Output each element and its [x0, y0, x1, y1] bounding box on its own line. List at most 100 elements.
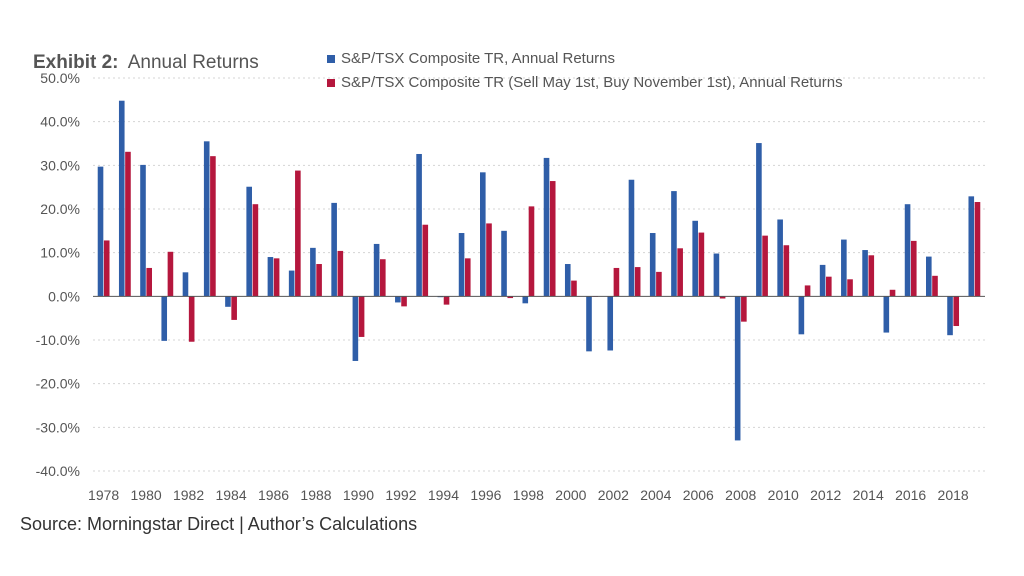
- bar-tsx-annual-2013: [841, 239, 847, 297]
- bar-tsx-annual-1980: [140, 164, 146, 297]
- bar-tsx-sell-may-2013: [847, 279, 853, 297]
- bar-tsx-annual-2001: [586, 296, 592, 352]
- bar-tsx-annual-2017: [926, 256, 932, 297]
- legend-swatch-tsx-annual: [327, 55, 335, 63]
- y-tick-label: 20.0%: [40, 201, 80, 217]
- bar-tsx-sell-may-2018: [953, 296, 960, 327]
- x-tick-label: 1998: [513, 487, 544, 503]
- bar-tsx-sell-may-1984: [231, 296, 237, 320]
- bar-tsx-annual-2011: [798, 296, 805, 335]
- x-tick-label: 1990: [343, 487, 374, 503]
- bar-tsx-sell-may-1981: [167, 251, 174, 297]
- bar-tsx-sell-may-1979: [125, 151, 131, 297]
- x-tick-label: 2012: [810, 487, 841, 503]
- x-tick-label: 2006: [683, 487, 714, 503]
- bar-tsx-sell-may-2004: [656, 271, 662, 297]
- bar-tsx-annual-1990: [352, 296, 359, 361]
- bar-tsx-annual-1992: [395, 296, 401, 303]
- y-tick-label: 30.0%: [40, 157, 80, 173]
- y-tick-label: 40.0%: [40, 114, 80, 130]
- gridlines: [93, 77, 985, 472]
- x-tick-label: 2010: [768, 487, 799, 503]
- bar-tsx-annual-2015: [883, 296, 890, 333]
- x-tick-label: 2016: [895, 487, 926, 503]
- bar-tsx-annual-1984: [225, 296, 231, 307]
- bar-tsx-sell-may-1998: [528, 206, 535, 297]
- bar-tsx-annual-1996: [480, 172, 486, 297]
- bar-tsx-annual-1999: [543, 157, 550, 297]
- bar-tsx-annual-1988: [310, 247, 316, 297]
- y-tick-label: 10.0%: [40, 245, 80, 261]
- x-tick-label: 2004: [640, 487, 671, 503]
- bar-tsx-annual-1982: [182, 272, 189, 297]
- bar-tsx-annual-1981: [161, 296, 168, 341]
- bar-tsx-sell-may-2005: [677, 248, 683, 297]
- y-tick-label: 0.0%: [48, 288, 80, 304]
- bar-tsx-sell-may-2000: [571, 280, 577, 297]
- x-tick-label: 1978: [88, 487, 119, 503]
- bar-tsx-annual-1998: [522, 296, 529, 304]
- bar-tsx-annual-2014: [862, 250, 868, 297]
- x-tick-label: 2008: [725, 487, 756, 503]
- bar-tsx-annual-1997: [501, 230, 507, 297]
- bar-tsx-sell-may-1995: [464, 258, 471, 297]
- bar-tsx-sell-may-1982: [188, 296, 195, 342]
- x-tick-label: 1986: [258, 487, 289, 503]
- x-axis-ticks: 1978 1980 1982 1984 1986 1988 1990 1992 1994 1996…: [88, 487, 969, 503]
- y-tick-label: -40.0%: [36, 463, 80, 479]
- bar-tsx-annual-2000: [564, 264, 571, 297]
- bar-tsx-annual-1989: [331, 202, 337, 297]
- bar-tsx-sell-may-2009: [762, 235, 768, 297]
- bar-tsx-sell-may-2003: [634, 267, 641, 297]
- x-tick-label: 1992: [385, 487, 416, 503]
- bar-tsx-sell-may-1999: [549, 181, 556, 297]
- chart-title: Exhibit 2: Annual Returns: [33, 52, 259, 73]
- bar-tsx-sell-may-1988: [316, 264, 322, 297]
- bar-tsx-annual-2012: [819, 264, 826, 297]
- x-tick-label: 2018: [938, 487, 969, 503]
- bar-tsx-sell-may-2016: [910, 240, 917, 297]
- chart-title-bold: Exhibit 2:: [33, 52, 119, 73]
- bar-tsx-annual-2018: [947, 296, 953, 336]
- bar-tsx-sell-may-2002: [613, 267, 620, 297]
- bar-tsx-sell-may-2008: [741, 296, 747, 322]
- bar-tsx-sell-may-2006: [698, 232, 705, 297]
- bar-tsx-sell-may-1996: [486, 223, 492, 297]
- bar-tsx-annual-2008: [734, 296, 741, 441]
- bar-tsx-annual-1993: [416, 153, 422, 297]
- chart-title-rest: Annual Returns: [128, 52, 259, 73]
- bar-tsx-sell-may-2012: [826, 276, 832, 297]
- x-tick-label: 1982: [173, 487, 204, 503]
- y-axis-ticks: 50.0% 40.0% 30.0% 20.0% 10.0% 0.0% -10.0% -20.0…: [36, 70, 80, 479]
- bar-tsx-annual-2006: [692, 220, 698, 297]
- x-tick-label: 2002: [598, 487, 629, 503]
- bar-tsx-sell-may-2010: [783, 245, 790, 297]
- bar-tsx-annual-2003: [628, 179, 635, 297]
- bar-tsx-sell-may-2017: [932, 275, 938, 297]
- bars: [97, 100, 981, 441]
- bar-tsx-annual-1979: [118, 100, 125, 297]
- bar-tsx-annual-1987: [288, 270, 295, 297]
- bar-tsx-annual-2016: [904, 204, 911, 297]
- bar-tsx-sell-may-1987: [295, 170, 301, 297]
- bar-tsx-annual-2009: [756, 143, 762, 297]
- y-tick-label: -30.0%: [36, 419, 80, 435]
- bar-tsx-sell-may-1985: [252, 204, 259, 297]
- bar-tsx-sell-may-1989: [337, 250, 344, 297]
- x-tick-label: 1980: [131, 487, 162, 503]
- bar-tsx-annual-1995: [458, 233, 465, 297]
- bar-tsx-annual-2004: [649, 233, 656, 297]
- bar-tsx-sell-may-1997: [507, 296, 514, 299]
- x-tick-label: 1988: [300, 487, 331, 503]
- bar-tsx-sell-may-1978: [103, 240, 110, 297]
- legend: S&P/TSX Composite TR, Annual Returns S&P…: [327, 50, 843, 91]
- bar-tsx-annual-2002: [607, 296, 614, 351]
- bar-tsx-sell-may-1983: [210, 156, 216, 297]
- source-note: Source: Morningstar Direct | Author’s Ca…: [20, 514, 417, 534]
- bar-tsx-sell-may-2015: [889, 289, 896, 297]
- bar-tsx-annual-1991: [373, 243, 380, 297]
- bar-tsx-annual-2007: [713, 253, 720, 297]
- x-tick-label: 1994: [428, 487, 459, 503]
- x-tick-label: 2000: [555, 487, 586, 503]
